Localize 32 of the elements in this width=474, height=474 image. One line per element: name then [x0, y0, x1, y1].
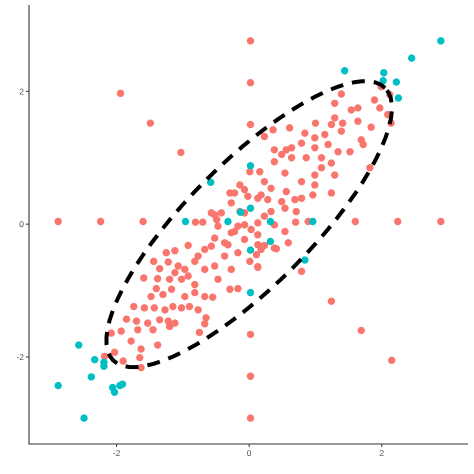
- point: [246, 162, 254, 170]
- point: [182, 218, 190, 226]
- point: [246, 204, 254, 212]
- point: [392, 78, 400, 86]
- point: [100, 362, 108, 370]
- point: [408, 54, 416, 62]
- point: [224, 218, 232, 226]
- point: [379, 77, 387, 84]
- point: [394, 94, 402, 102]
- point: [309, 218, 317, 226]
- point: [380, 69, 388, 76]
- x-tick-label: 2: [379, 448, 384, 458]
- point: [207, 178, 214, 186]
- point: [301, 256, 309, 264]
- point: [90, 356, 98, 364]
- point: [110, 388, 118, 396]
- point: [246, 288, 254, 296]
- point: [340, 67, 348, 74]
- y-tick-label: 2: [19, 86, 24, 96]
- y-tick-label: -2: [16, 352, 24, 362]
- x-tick-label: 0: [246, 448, 252, 458]
- point: [88, 373, 96, 381]
- y-tick-label: 0: [19, 219, 24, 230]
- point: [266, 218, 274, 226]
- point: [75, 341, 82, 349]
- point: [80, 414, 88, 422]
- point: [118, 380, 126, 388]
- x-tick-label: -2: [112, 448, 121, 458]
- point: [246, 246, 254, 254]
- point: [266, 238, 274, 246]
- point: [54, 382, 62, 390]
- point: [437, 37, 445, 45]
